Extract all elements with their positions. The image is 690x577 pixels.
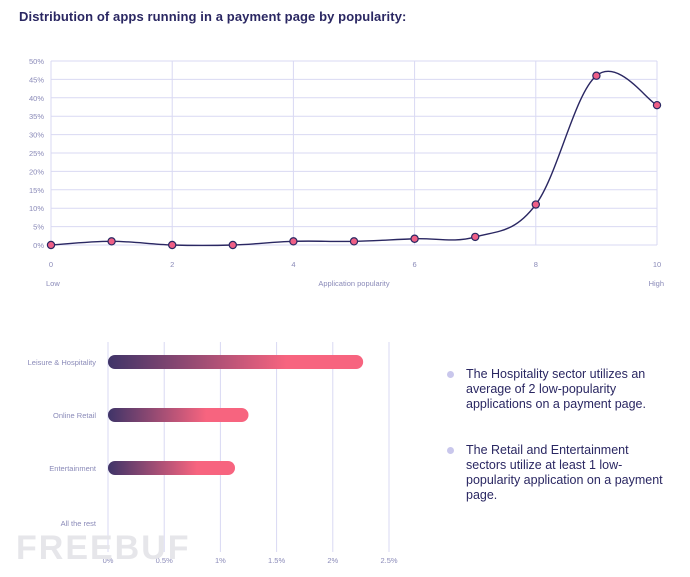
data-point — [531, 200, 541, 209]
note-hospitality: The Hospitality sector utilizes an avera… — [447, 367, 667, 412]
y-tick-label: 35% — [29, 112, 44, 121]
category-label: Online Retail — [53, 411, 96, 420]
data-point — [289, 237, 298, 246]
y-tick-label: 5% — [33, 223, 44, 232]
data-point — [167, 240, 177, 250]
series-line — [50, 70, 658, 247]
x-axis-label: Application popularity — [318, 279, 390, 288]
y-tick-label: 50% — [29, 57, 44, 66]
note-text: The Hospitality sector utilizes an avera… — [466, 367, 646, 411]
x-axis-high-label: High — [649, 279, 664, 288]
x-tick-label: 0 — [49, 260, 53, 269]
chart-title: Distribution of apps running in a paymen… — [19, 9, 407, 24]
bar — [108, 461, 236, 475]
notes-panel: The Hospitality sector utilizes an avera… — [447, 367, 667, 534]
y-tick-label: 45% — [29, 75, 44, 84]
x-tick-label: 4 — [291, 260, 295, 269]
x-tick-label: 2 — [170, 260, 174, 269]
data-point — [349, 237, 359, 246]
note-text: The Retail and Entertainment sectors uti… — [466, 443, 663, 502]
category-label: All the rest — [61, 519, 97, 528]
category-label: Entertainment — [49, 464, 97, 473]
y-tick-label: 10% — [29, 204, 44, 213]
y-tick-label: 30% — [29, 131, 44, 140]
x-tick-label: 2.5% — [380, 556, 397, 565]
data-point — [410, 234, 419, 243]
bar-chart: 0% 0.5% 1% 1.5% 2% 2.5% Leisure & Hospitality O… — [28, 342, 398, 565]
x-tick-label: 8 — [534, 260, 538, 269]
bar — [108, 408, 249, 422]
y-tick-label: 25% — [29, 149, 44, 158]
x-axis-low-label: Low — [46, 279, 60, 288]
data-point — [107, 237, 116, 246]
x-tick-label: 1.5% — [268, 556, 285, 565]
y-tick-label: 40% — [29, 94, 44, 103]
data-point — [228, 240, 237, 250]
data-point — [592, 71, 601, 80]
x-tick-label: 2% — [327, 556, 338, 565]
bullet-icon — [447, 371, 454, 378]
data-point — [652, 100, 662, 110]
line-chart: 0% 5% 10% 15% 20% 25% 30% 35% 40% 45% 50% 0 2 4 6 8 10 Ap… — [29, 57, 664, 288]
data-point — [46, 240, 56, 250]
category-label: Leisure & Hospitality — [28, 358, 97, 367]
bullet-icon — [447, 447, 454, 454]
data-point — [471, 232, 480, 242]
y-tick-label: 15% — [29, 186, 44, 195]
x-tick-label: 1% — [215, 556, 226, 565]
x-tick-label: 0% — [103, 556, 114, 565]
bar — [108, 355, 364, 369]
x-tick-label: 6 — [413, 260, 417, 269]
y-tick-label: 0% — [33, 241, 44, 250]
note-retail-entertainment: The Retail and Entertainment sectors uti… — [447, 443, 667, 503]
y-tick-label: 20% — [29, 167, 44, 176]
x-tick-label: 10 — [653, 260, 661, 269]
watermark-logo: FREEBUF — [16, 529, 191, 567]
x-tick-label: 0.5% — [156, 556, 173, 565]
